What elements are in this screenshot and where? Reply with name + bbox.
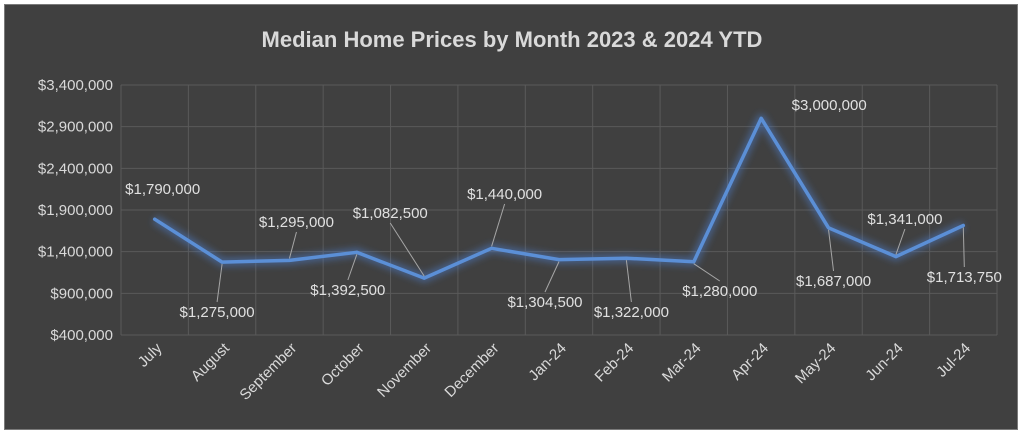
data-point	[759, 116, 763, 120]
chart-area: Median Home Prices by Month 2023 & 2024 …	[4, 4, 1018, 430]
data-point	[422, 276, 426, 280]
y-tick-label: $2,900,000	[38, 119, 113, 136]
data-label: $1,082,500	[353, 205, 428, 222]
line-chart: Median Home Prices by Month 2023 & 2024 …	[38, 27, 1002, 404]
chart-title: Median Home Prices by Month 2023 & 2024 …	[262, 27, 763, 52]
gridlines	[120, 84, 998, 336]
data-label: $1,713,750	[927, 269, 1002, 286]
data-point	[557, 258, 561, 262]
x-tick-label: July	[135, 339, 166, 370]
x-tick-label: Jun-24	[862, 340, 906, 384]
y-tick-label: $400,000	[50, 327, 113, 344]
series-line-path	[152, 116, 966, 280]
y-axis-ticks: $400,000 $900,000 $1,400,000 $1,900,000 $2,4…	[38, 77, 113, 344]
data-label: $1,790,000	[125, 181, 200, 198]
data-point	[692, 260, 696, 264]
x-tick-label: December	[441, 340, 502, 401]
label-leader-line	[895, 228, 906, 255]
data-point	[894, 255, 898, 259]
data-point	[827, 226, 831, 230]
data-point	[961, 224, 965, 228]
label-leader-line	[491, 203, 506, 247]
data-point	[287, 258, 291, 262]
x-tick-label: September	[236, 340, 300, 404]
data-label: $1,304,500	[507, 294, 582, 311]
label-leader-line	[347, 254, 358, 281]
label-leader-line	[389, 222, 425, 277]
data-point	[624, 256, 628, 260]
data-point	[355, 250, 359, 254]
data-label: $1,295,000	[259, 214, 334, 231]
x-tick-label: Feb-24	[592, 340, 638, 386]
data-label: $1,440,000	[467, 186, 542, 203]
y-tick-label: $3,400,000	[38, 77, 113, 94]
data-label: $1,275,000	[180, 304, 255, 321]
series-line-glow	[152, 113, 966, 283]
label-leader-line	[962, 227, 965, 268]
data-point	[153, 217, 157, 221]
x-tick-label: May-24	[792, 340, 839, 387]
x-tick-label: Apr-24	[728, 340, 772, 384]
data-label: $1,687,000	[796, 273, 871, 290]
data-point	[490, 246, 494, 250]
data-point	[220, 260, 224, 264]
data-label-leaders	[216, 203, 965, 303]
data-label: $1,341,000	[867, 211, 942, 228]
label-leader-line	[544, 261, 560, 293]
label-leader-line	[216, 264, 223, 303]
label-leader-line	[625, 260, 632, 303]
x-tick-label: August	[188, 339, 234, 385]
data-label: $3,000,000	[792, 97, 867, 114]
y-tick-label: $1,400,000	[38, 244, 113, 261]
y-tick-label: $1,900,000	[38, 202, 113, 219]
x-tick-label: Mar-24	[659, 340, 705, 386]
data-label: $1,392,500	[310, 282, 385, 299]
data-label: $1,280,000	[682, 283, 757, 300]
label-leader-line	[288, 231, 297, 259]
label-leader-line	[828, 229, 835, 272]
x-tick-label: November	[374, 340, 435, 401]
y-tick-label: $900,000	[50, 285, 113, 302]
data-label: $1,322,000	[594, 304, 669, 321]
data-labels: $1,790,000 $1,275,000 $1,295,000 $1,392,500…	[125, 97, 1002, 321]
x-tick-label: October	[318, 340, 368, 390]
x-axis-ticks: July August September October November Decemb…	[135, 339, 975, 403]
series-line	[152, 113, 966, 283]
label-leader-line	[693, 263, 721, 282]
x-tick-label: Jul-24	[933, 340, 974, 381]
y-tick-label: $2,400,000	[38, 160, 113, 177]
x-tick-label: Jan-24	[525, 340, 569, 384]
